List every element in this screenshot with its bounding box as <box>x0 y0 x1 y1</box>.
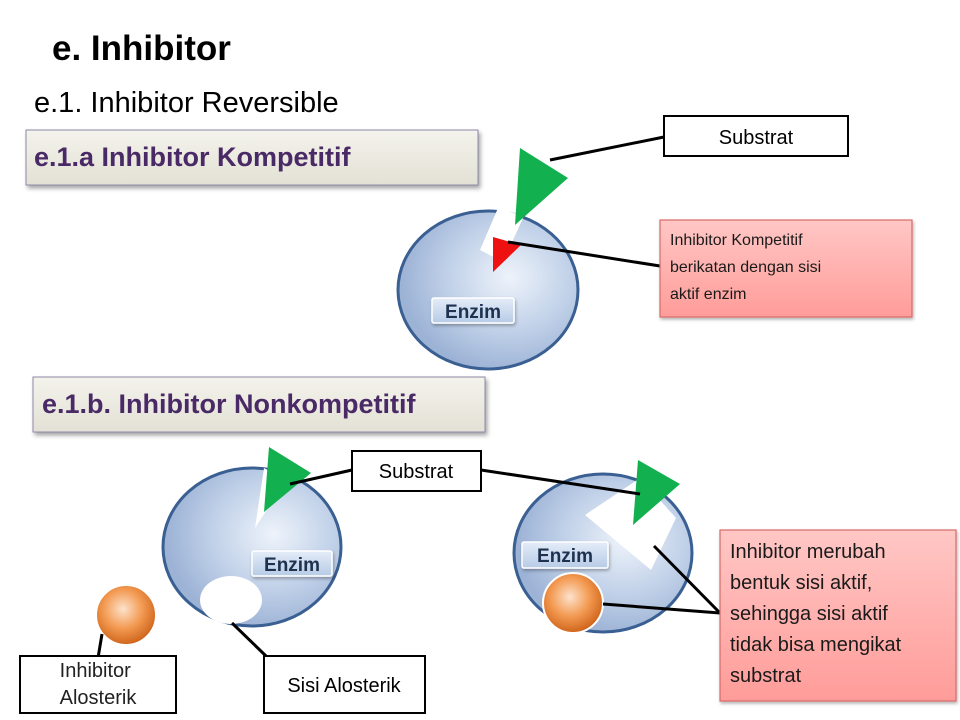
substrate-box-kompetitif: Substrat <box>663 115 849 157</box>
inhibitor-note-line: aktif enzim <box>670 286 746 303</box>
inhibitor-alosterik-box: Inhibitor Alosterik <box>19 655 177 714</box>
effect-note-nonkompetitif: Inhibitor merubah bentuk sisi aktif, seh… <box>719 529 957 702</box>
inhibitor-alosterik-text: Inhibitor Alosterik <box>60 660 138 709</box>
substrate-label-nonkompetitif: Substrat <box>379 461 454 483</box>
heading-kompetitif: e.1.a Inhibitor Kompetitif <box>34 142 352 172</box>
effect-note-line: tidak bisa mengikat <box>730 634 902 656</box>
enzyme-label-left: Enzim <box>264 555 320 576</box>
allosteric-inhibitor-free <box>95 584 157 646</box>
enzyme-tag-right: Enzim <box>521 541 609 569</box>
competitive-inhibitor-shape <box>493 237 521 272</box>
heading-nonkompetitif: e.1.b. Inhibitor Nonkompetitif <box>42 389 417 419</box>
connector-substrate-right <box>480 468 641 496</box>
allosteric-site-box: Sisi Alosterik <box>263 655 426 714</box>
effect-note-text: Inhibitor merubah bentuk sisi aktif, seh… <box>730 541 907 687</box>
connector-substrate-kompetitif <box>549 135 665 162</box>
substrate-triangle-kompetitif <box>515 148 568 225</box>
substrate-box-nonkompetitif: Substrat <box>351 450 482 492</box>
heading-band-nonkompetitif: e.1.b. Inhibitor Nonkompetitif <box>32 376 486 433</box>
allosteric-site <box>200 576 262 624</box>
inhibitor-note-line: berikatan dengan sisi <box>670 259 821 276</box>
enzyme-tag-kompetitif: Enzim <box>431 297 515 324</box>
substrate-triangle-right <box>633 460 680 525</box>
connector-effect-site <box>652 544 722 615</box>
connector-effect-inhibitor <box>602 602 721 615</box>
heading-band-kompetitif: e.1.a Inhibitor Kompetitif <box>25 129 479 186</box>
substrate-label-kompetitif: Substrat <box>719 127 794 149</box>
connector-inhibitor-alosterik <box>96 633 104 659</box>
inhibitor-note-text: Inhibitor Kompetitif berikatan dengan si… <box>670 232 826 303</box>
competitive-enzyme <box>396 208 580 371</box>
connector-allosteric-site <box>230 621 268 658</box>
connector-inhibitor-kompetitif <box>507 240 661 268</box>
effect-note-line: sehingga sisi aktif <box>730 603 888 625</box>
inhibitor-alosterik-line: Alosterik <box>60 687 138 709</box>
inhibitor-note-kompetitif: Inhibitor Kompetitif berikatan dengan si… <box>659 219 913 318</box>
inhibitor-alosterik-line: Inhibitor <box>60 660 131 682</box>
allosteric-site-label: Sisi Alosterik <box>287 675 401 697</box>
substrate-triangle-left <box>264 447 311 512</box>
connector-substrate-left <box>289 468 353 486</box>
page-title: e. Inhibitor <box>52 29 231 68</box>
effect-note-line: bentuk sisi aktif, <box>730 572 872 594</box>
enzyme-label-kompetitif: Enzim <box>445 302 501 323</box>
allosteric-inhibitor-bound <box>542 572 604 634</box>
inhibitor-note-line: Inhibitor Kompetitif <box>670 232 803 249</box>
effect-note-line: Inhibitor merubah <box>730 541 886 563</box>
enzyme-label-right: Enzim <box>537 546 593 567</box>
page-subtitle: e.1. Inhibitor Reversible <box>34 87 339 119</box>
enzyme-tag-left: Enzim <box>251 550 333 577</box>
effect-note-line: substrat <box>730 665 802 687</box>
